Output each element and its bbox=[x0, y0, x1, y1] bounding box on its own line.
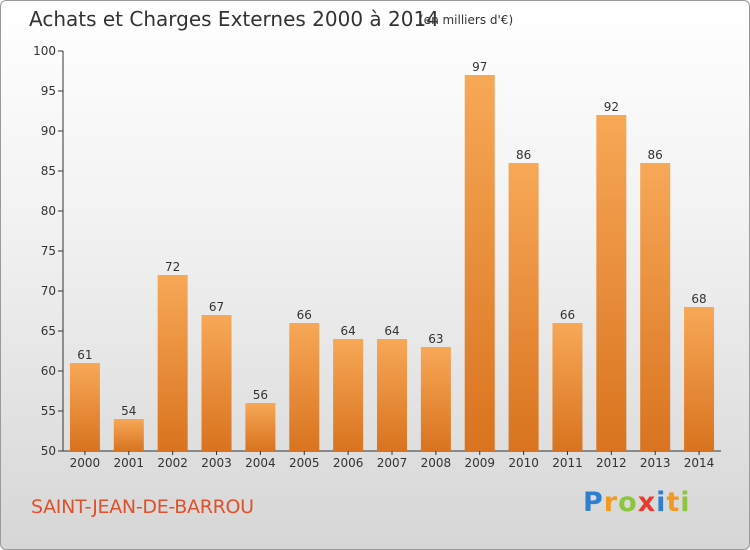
data-label-2009: 97 bbox=[472, 60, 487, 74]
x-tick-label-2000: 2000 bbox=[70, 456, 101, 470]
data-label-2008: 63 bbox=[428, 332, 443, 346]
logo-letter: P bbox=[583, 487, 604, 518]
data-label-2011: 66 bbox=[560, 308, 575, 322]
x-tick-label-2005: 2005 bbox=[289, 456, 320, 470]
y-tick-label: 70 bbox=[41, 284, 56, 298]
bar-2008 bbox=[420, 347, 451, 451]
data-label-2002: 72 bbox=[165, 260, 180, 274]
x-tick-label-2010: 2010 bbox=[508, 456, 539, 470]
x-tick-label-2004: 2004 bbox=[245, 456, 276, 470]
data-labels: 61 54 72 67 56 66 64 64 63 97 86 66 92 86 68 bbox=[77, 60, 706, 418]
y-tick-label: 80 bbox=[41, 204, 56, 218]
y-tick-label: 65 bbox=[41, 324, 56, 338]
commune-name: SAINT-JEAN-DE-BARROU bbox=[31, 496, 254, 518]
x-tick-label-2002: 2002 bbox=[157, 456, 188, 470]
bar-2005 bbox=[289, 323, 320, 451]
bar-2014 bbox=[684, 307, 715, 451]
logo-letter: r bbox=[603, 487, 619, 518]
data-label-2010: 86 bbox=[516, 148, 531, 162]
bar-2006 bbox=[333, 339, 364, 451]
bar-2000 bbox=[69, 363, 100, 451]
bar-2013 bbox=[640, 163, 671, 451]
y-tick-label: 90 bbox=[41, 124, 56, 138]
chart-title: Achats et Charges Externes 2000 à 2014 bbox=[29, 7, 439, 31]
logo-letter: t bbox=[666, 487, 681, 518]
data-label-2006: 64 bbox=[340, 324, 355, 338]
x-tick-label-2011: 2011 bbox=[552, 456, 583, 470]
axes: 50 55 60 65 70 75 80 85 90 95 100 2000 2001 2002 2003 2… bbox=[33, 44, 721, 470]
data-label-2007: 64 bbox=[384, 324, 399, 338]
x-tick-label-2012: 2012 bbox=[596, 456, 627, 470]
y-tick-label: 85 bbox=[41, 164, 56, 178]
logo-letter: o bbox=[618, 487, 638, 518]
chart-subtitle: (en milliers d'€) bbox=[419, 13, 514, 27]
data-label-2003: 67 bbox=[209, 300, 224, 314]
data-label-2005: 66 bbox=[297, 308, 312, 322]
data-label-2001: 54 bbox=[121, 404, 136, 418]
logo-letter: x bbox=[637, 487, 657, 518]
logo-letter: i bbox=[680, 487, 691, 518]
proxiti-logo: Proxiti bbox=[583, 487, 691, 518]
y-tick-label: 60 bbox=[41, 364, 56, 378]
y-tick-label: 100 bbox=[33, 44, 56, 58]
bars bbox=[69, 75, 715, 451]
bar-2010 bbox=[508, 163, 539, 451]
x-tick-label-2007: 2007 bbox=[377, 456, 408, 470]
bar-2011 bbox=[552, 323, 583, 451]
bar-2007 bbox=[377, 339, 407, 451]
y-tick-label: 75 bbox=[41, 244, 56, 258]
y-tick-label: 50 bbox=[41, 444, 56, 458]
x-tick-label-2014: 2014 bbox=[684, 456, 715, 470]
y-tick-label: 55 bbox=[41, 404, 56, 418]
bar-2001 bbox=[113, 419, 144, 451]
bar-2009 bbox=[464, 75, 495, 451]
bar-2002 bbox=[157, 275, 188, 451]
y-tick-label: 95 bbox=[41, 84, 56, 98]
data-label-2000: 61 bbox=[77, 348, 92, 362]
data-label-2004: 56 bbox=[253, 388, 268, 402]
x-tick-label-2006: 2006 bbox=[333, 456, 364, 470]
data-label-2013: 86 bbox=[648, 148, 663, 162]
x-tick-label-2008: 2008 bbox=[421, 456, 452, 470]
bar-2004 bbox=[245, 403, 276, 451]
data-label-2014: 68 bbox=[691, 292, 706, 306]
data-label-2012: 92 bbox=[604, 100, 619, 114]
logo-letter: i bbox=[656, 487, 667, 518]
x-tick-label-2003: 2003 bbox=[201, 456, 232, 470]
x-tick-label-2001: 2001 bbox=[114, 456, 145, 470]
x-tick-label-2013: 2013 bbox=[640, 456, 671, 470]
bar-2003 bbox=[201, 315, 232, 451]
x-tick-label-2009: 2009 bbox=[464, 456, 495, 470]
bar-2012 bbox=[596, 115, 627, 451]
